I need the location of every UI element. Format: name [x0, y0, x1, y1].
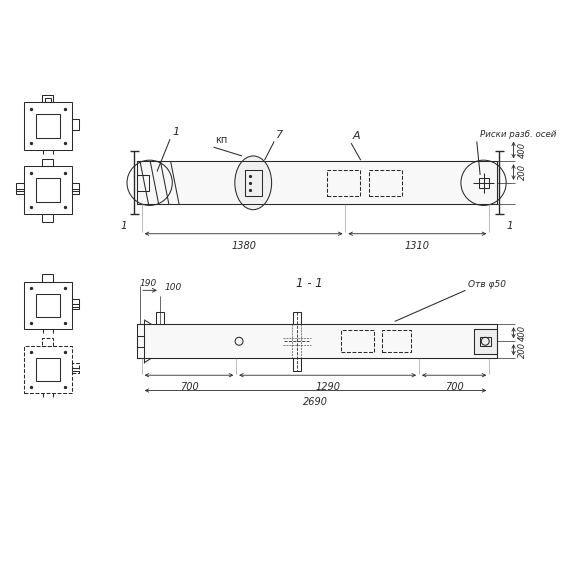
- Bar: [480, 337, 491, 346]
- Text: 100: 100: [164, 283, 182, 292]
- Text: Риски разб. осей: Риски разб. осей: [480, 130, 556, 139]
- Text: 1: 1: [173, 127, 180, 137]
- Bar: [293, 358, 301, 371]
- Bar: [24, 282, 71, 329]
- Bar: [43, 214, 53, 221]
- Bar: [43, 95, 53, 102]
- Bar: [17, 183, 24, 194]
- Bar: [36, 114, 60, 138]
- Bar: [24, 166, 71, 214]
- Bar: [327, 170, 359, 196]
- Text: Отв φ50: Отв φ50: [468, 279, 506, 289]
- Bar: [36, 178, 60, 202]
- Bar: [43, 159, 53, 166]
- Bar: [156, 312, 164, 324]
- Bar: [341, 330, 374, 352]
- Text: 190: 190: [140, 278, 158, 288]
- Bar: [43, 274, 53, 282]
- Bar: [71, 120, 79, 130]
- Text: 2690: 2690: [303, 397, 328, 407]
- Bar: [24, 102, 71, 150]
- Bar: [24, 346, 71, 393]
- Text: 700: 700: [179, 382, 198, 392]
- Bar: [137, 175, 148, 191]
- Ellipse shape: [235, 156, 271, 210]
- Bar: [71, 183, 79, 194]
- Text: 1290: 1290: [315, 382, 340, 392]
- Bar: [369, 170, 402, 196]
- Bar: [245, 170, 262, 196]
- Text: 700: 700: [444, 382, 463, 392]
- Bar: [71, 299, 79, 309]
- Bar: [474, 328, 497, 354]
- Text: кп: кп: [215, 136, 228, 145]
- Bar: [474, 328, 497, 354]
- Text: 1: 1: [121, 221, 128, 231]
- Text: 200: 200: [518, 164, 527, 180]
- Bar: [137, 336, 144, 347]
- Text: 1380: 1380: [231, 240, 256, 251]
- Bar: [382, 330, 411, 352]
- Text: 200: 200: [518, 342, 527, 358]
- Text: А: А: [352, 131, 360, 141]
- Bar: [36, 294, 60, 317]
- Text: 7: 7: [276, 130, 283, 140]
- Bar: [137, 324, 497, 358]
- Bar: [71, 363, 79, 373]
- Text: 400: 400: [518, 142, 527, 158]
- Text: 1: 1: [506, 221, 513, 231]
- Bar: [43, 338, 53, 346]
- Bar: [137, 162, 497, 204]
- Bar: [36, 358, 60, 381]
- Bar: [293, 312, 301, 324]
- Text: 1 - 1: 1 - 1: [297, 277, 323, 290]
- Text: 1310: 1310: [405, 240, 430, 251]
- Bar: [478, 178, 489, 188]
- Text: 400: 400: [518, 325, 527, 341]
- Bar: [45, 98, 51, 102]
